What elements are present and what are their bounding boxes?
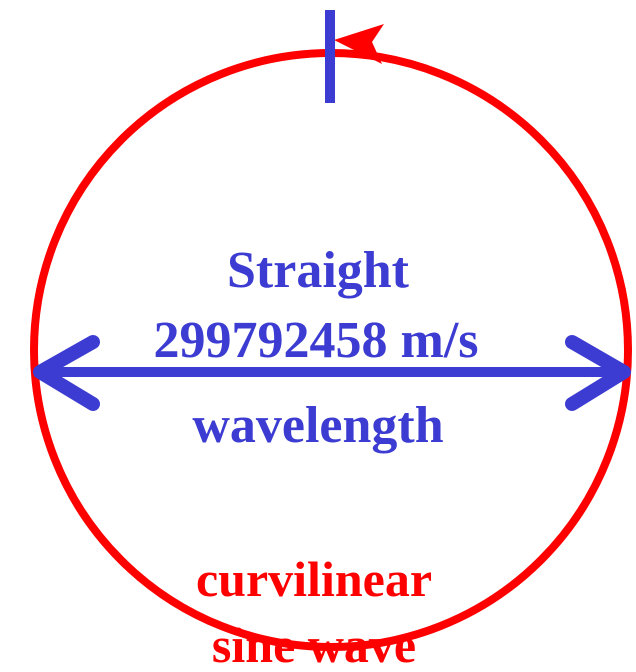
- circle-arrowhead-icon: [334, 24, 384, 64]
- left-arrowhead-icon: [33, 335, 100, 411]
- label-wavelength: wavelength: [192, 397, 444, 454]
- right-arrowhead-icon: [565, 335, 631, 411]
- label-sine-wave: sine wave: [211, 617, 417, 672]
- label-straight: Straight: [227, 242, 409, 299]
- label-curvilinear: curvilinear: [195, 551, 433, 607]
- label-speed: 299792458 m/s: [153, 312, 479, 369]
